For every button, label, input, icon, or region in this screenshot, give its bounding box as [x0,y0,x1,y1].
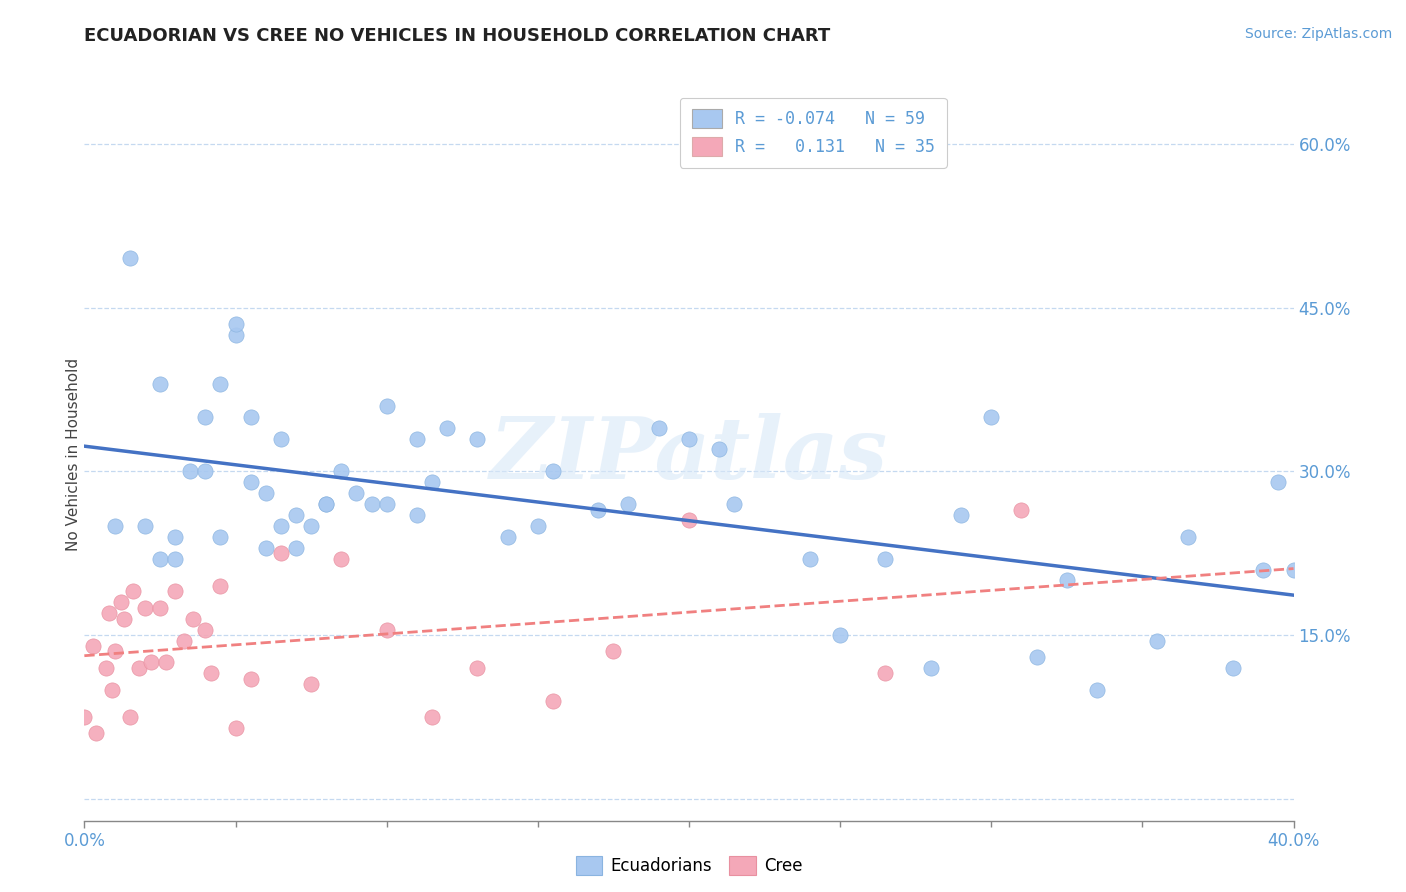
Point [541,464,564,478]
Point [181,612,204,626]
Point [678,432,700,446]
Point [112,612,135,626]
Point [110,595,132,609]
Point [406,432,429,446]
Point [285,508,308,522]
Point [209,376,232,391]
Point [330,551,353,566]
Point [1282,563,1305,577]
Point [541,693,564,707]
Point [980,409,1002,424]
Point [375,623,398,637]
Point [285,541,308,555]
Point [270,432,292,446]
Point [121,584,143,599]
Point [179,464,201,478]
Text: ECUADORIAN VS CREE NO VEHICLES IN HOUSEHOLD CORRELATION CHART: ECUADORIAN VS CREE NO VEHICLES IN HOUSEH… [84,27,831,45]
Point [254,541,277,555]
Point [875,666,897,681]
Point [1253,563,1275,577]
Point [165,530,187,544]
Point [209,530,232,544]
Point [315,497,337,511]
Point [194,464,217,478]
Point [830,628,852,642]
Point [239,672,262,686]
Point [799,551,821,566]
Point [375,399,398,413]
Point [270,546,292,560]
Point [225,317,247,331]
Point [239,475,262,490]
Point [173,633,195,648]
Y-axis label: No Vehicles in Household: No Vehicles in Household [66,359,80,551]
Point [1025,649,1047,664]
Point [420,710,443,724]
Point [406,508,429,522]
Point [139,656,162,670]
Text: Source: ZipAtlas.com: Source: ZipAtlas.com [1244,27,1392,41]
Point [149,600,172,615]
Point [709,442,731,457]
Point [467,661,489,675]
Point [467,432,489,446]
Point [723,497,745,511]
Point [194,623,217,637]
Point [194,409,217,424]
Text: ZIPatlas: ZIPatlas [489,413,889,497]
Point [602,644,624,658]
Point [375,497,398,511]
Point [950,508,973,522]
Point [420,475,443,490]
Point [330,464,353,478]
Point [588,502,610,516]
Point [165,551,187,566]
Point [155,656,177,670]
Point [1146,633,1168,648]
Point [128,661,150,675]
Point [104,519,127,533]
Legend: Ecuadorians, Cree: Ecuadorians, Cree [565,847,813,886]
Point [1222,661,1244,675]
Point [315,497,337,511]
Point [225,721,247,735]
Point [149,376,172,391]
Point [1267,475,1289,490]
Point [254,486,277,500]
Point [270,519,292,533]
Point [617,497,640,511]
Point [94,661,117,675]
Point [73,710,96,724]
Point [104,644,127,658]
Point [648,420,671,434]
Point [1056,574,1078,588]
Point [346,486,368,500]
Point [527,519,550,533]
Point [496,530,519,544]
Point [118,252,141,266]
Point [239,409,262,424]
Point [149,551,172,566]
Point [165,584,187,599]
Point [134,600,156,615]
Point [299,519,322,533]
Point [875,551,897,566]
Point [1085,682,1108,697]
Point [1177,530,1199,544]
Point [299,677,322,691]
Point [134,519,156,533]
Point [360,497,382,511]
Point [200,666,222,681]
Point [209,579,232,593]
Point [225,327,247,342]
Point [97,606,120,620]
Point [82,639,104,653]
Point [86,726,108,740]
Point [1011,502,1033,516]
Point [436,420,458,434]
Point [100,682,122,697]
Point [118,710,141,724]
Point [920,661,942,675]
Point [678,513,700,527]
